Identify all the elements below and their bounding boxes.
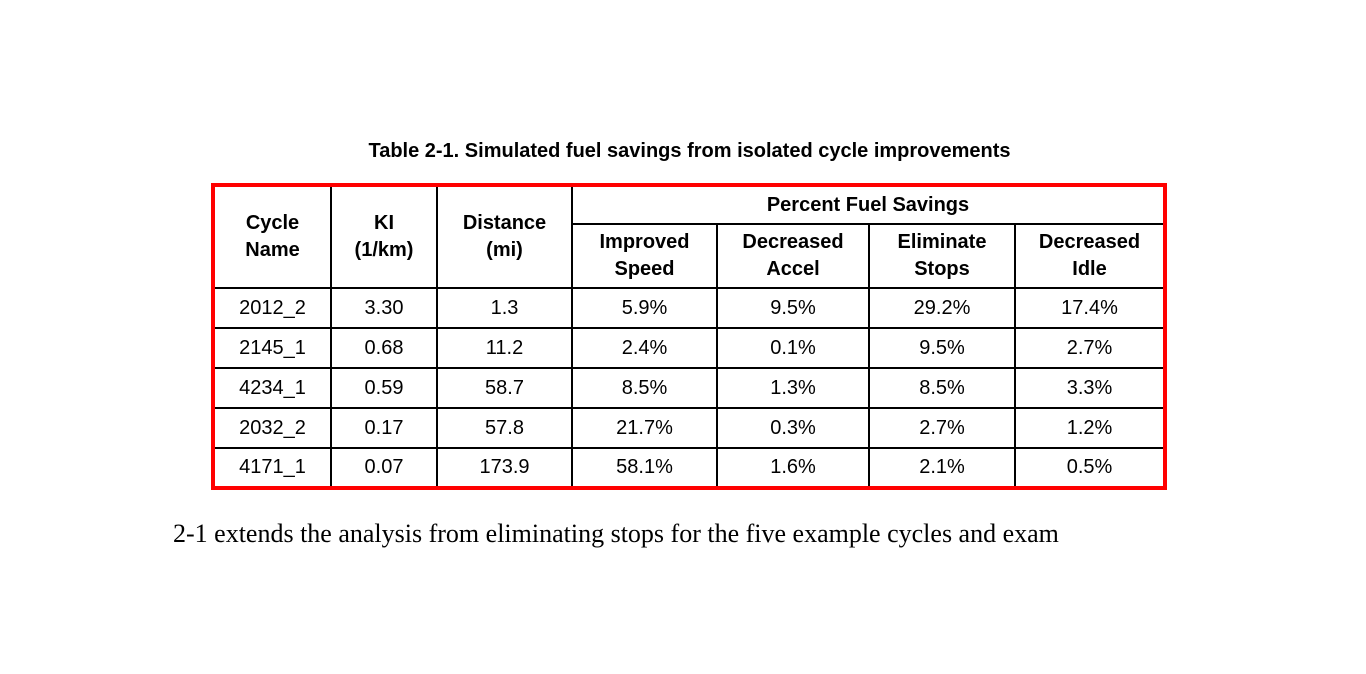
cell-improved-speed: 5.9% [571, 287, 718, 329]
cell-decreased-idle: 2.7% [1014, 327, 1166, 369]
table-row: 4171_1 0.07 173.9 58.1% 1.6% 2.1% 0.5% [212, 447, 1166, 489]
cell-cycle-name: 2145_1 [212, 327, 332, 369]
cell-decreased-idle: 1.2% [1014, 407, 1166, 449]
cell-eliminate-stops: 8.5% [868, 367, 1016, 409]
column-header-eliminate-stops: Eliminate Stops [868, 223, 1016, 289]
cell-distance: 1.3 [436, 287, 573, 329]
cell-ki: 0.68 [330, 327, 438, 369]
column-header-improved-speed: Improved Speed [571, 223, 718, 289]
table-caption: Table 2-1. Simulated fuel savings from i… [368, 140, 1011, 162]
table-header-row-sub: Improved Speed Decreased Accel Eliminate… [213, 223, 1166, 289]
table-body: 2012_2 3.30 1.3 5.9% 9.5% 29.2% 17.4% 21… [212, 287, 1166, 489]
table-row: 4234_1 0.59 58.7 8.5% 1.3% 8.5% 3.3% [212, 367, 1166, 409]
cell-distance: 57.8 [436, 407, 573, 449]
cell-improved-speed: 58.1% [571, 447, 718, 489]
cell-eliminate-stops: 9.5% [868, 327, 1016, 369]
cell-improved-speed: 8.5% [571, 367, 718, 409]
cell-decreased-accel: 0.1% [716, 327, 870, 369]
cell-decreased-idle: 3.3% [1014, 367, 1166, 409]
cell-decreased-accel: 9.5% [716, 287, 870, 329]
column-header-decreased-accel: Decreased Accel [716, 223, 870, 289]
cell-distance: 58.7 [436, 367, 573, 409]
cell-ki: 0.07 [330, 447, 438, 489]
column-header-ki: KI (1/km) [330, 184, 438, 289]
body-paragraph: 2-1 extends the analysis from eliminatin… [173, 519, 1059, 548]
cell-decreased-idle: 0.5% [1014, 447, 1166, 489]
cell-cycle-name: 4234_1 [212, 367, 332, 409]
column-header-decreased-idle: Decreased Idle [1014, 223, 1166, 289]
cell-distance: 173.9 [436, 447, 573, 489]
cell-decreased-accel: 0.3% [716, 407, 870, 449]
column-header-distance: Distance (mi) [436, 184, 573, 289]
table-header-row-group: Cycle Name KI (1/km) Distance (mi) Perce… [212, 184, 1166, 289]
cell-decreased-accel: 1.3% [716, 367, 870, 409]
cell-ki: 3.30 [330, 287, 438, 329]
column-group-header-percent-fuel-savings: Percent Fuel Savings [571, 184, 1166, 225]
cell-ki: 0.17 [330, 407, 438, 449]
table-row: 2012_2 3.30 1.3 5.9% 9.5% 29.2% 17.4% [212, 287, 1166, 329]
table-row: 2032_2 0.17 57.8 21.7% 0.3% 2.7% 1.2% [212, 407, 1166, 449]
cell-cycle-name: 2012_2 [212, 287, 332, 329]
column-header-cycle-name: Cycle Name [212, 184, 332, 289]
table-row: 2145_1 0.68 11.2 2.4% 0.1% 9.5% 2.7% [212, 327, 1166, 369]
cell-cycle-name: 4171_1 [212, 447, 332, 489]
cell-distance: 11.2 [436, 327, 573, 369]
cell-eliminate-stops: 2.1% [868, 447, 1016, 489]
table-header: Cycle Name KI (1/km) Distance (mi) Perce… [212, 184, 1166, 289]
cell-decreased-accel: 1.6% [716, 447, 870, 489]
fuel-savings-table: Cycle Name KI (1/km) Distance (mi) Perce… [211, 183, 1167, 490]
cell-cycle-name: 2032_2 [212, 407, 332, 449]
cell-ki: 0.59 [330, 367, 438, 409]
cell-improved-speed: 2.4% [571, 327, 718, 369]
cell-eliminate-stops: 2.7% [868, 407, 1016, 449]
cell-eliminate-stops: 29.2% [868, 287, 1016, 329]
cell-decreased-idle: 17.4% [1014, 287, 1166, 329]
cell-improved-speed: 21.7% [571, 407, 718, 449]
